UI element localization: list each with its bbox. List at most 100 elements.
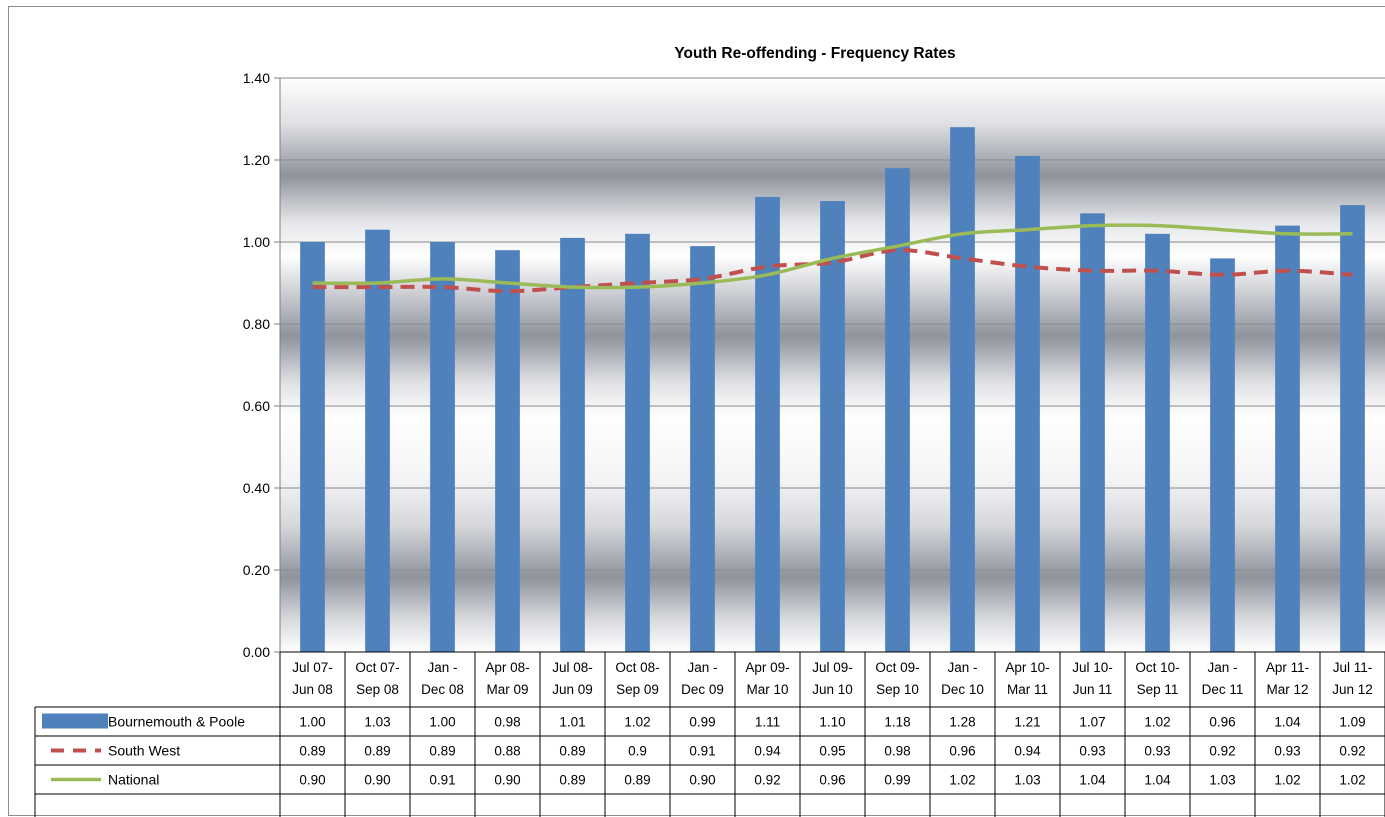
category-label: Dec 11 <box>1202 682 1244 697</box>
category-label: Sep 08 <box>356 682 399 697</box>
category-label: Dec 10 <box>941 682 984 697</box>
table-cell: 1.03 <box>364 715 390 730</box>
table-cell: 0.89 <box>429 744 455 759</box>
category-label: Jun 08 <box>292 682 333 697</box>
chart-title: Youth Re-offending - Frequency Rates <box>674 45 955 62</box>
table-cell: 1.04 <box>1144 773 1171 788</box>
category-label: Dec 08 <box>421 682 464 697</box>
bar <box>1210 258 1235 652</box>
table-cell: 1.11 <box>755 715 780 730</box>
bar <box>430 242 455 652</box>
category-label: Oct 07- <box>355 660 399 675</box>
table-cell: 0.93 <box>1144 744 1170 759</box>
table-cell: 0.9 <box>628 744 647 759</box>
bar <box>365 229 390 652</box>
legend-series-name: South West <box>108 743 180 759</box>
category-label: Oct 10- <box>1135 660 1179 675</box>
data-table: Jul 07- Jun 08 Oct 07- Sep 08 Jan - Dec 08 Apr… <box>34 651 1385 817</box>
category-label: Mar 10 <box>746 682 788 697</box>
table-cell: 1.02 <box>1274 773 1300 788</box>
table-cell: 0.92 <box>1339 744 1365 759</box>
bar <box>1015 155 1040 652</box>
y-tick-label: 1.00 <box>243 234 270 250</box>
category-label: Apr 09- <box>745 660 789 675</box>
bar <box>1080 213 1105 653</box>
table-cell: 0.95 <box>819 744 845 759</box>
table-cell: 1.01 <box>559 715 585 730</box>
table-cell: 1.02 <box>1144 715 1170 730</box>
table-cell: 1.07 <box>1079 715 1105 730</box>
table-cell: 0.93 <box>1274 744 1300 759</box>
legend-series-name: Bournemouth & Poole <box>108 714 245 730</box>
table-cell: 1.03 <box>1209 773 1235 788</box>
bar <box>950 127 975 652</box>
category-label: Jul 11- <box>1333 660 1373 675</box>
category-label: Oct 08- <box>615 660 659 675</box>
table-cell: 0.92 <box>754 773 780 788</box>
chart-frame: Youth Re-offending - Frequency Rates 0.0… <box>8 6 1385 817</box>
category-label: Apr 10- <box>1005 660 1049 675</box>
table-cell: 0.93 <box>1079 744 1105 759</box>
category-label: Jun 11 <box>1073 682 1113 697</box>
category-label: Jan - <box>687 660 717 675</box>
category-label: Dec 09 <box>681 682 724 697</box>
category-label: Mar 12 <box>1266 682 1308 697</box>
bar <box>625 233 650 653</box>
y-tick-label: 0.60 <box>243 398 270 414</box>
category-label: Jan - <box>427 660 457 675</box>
line-south-west <box>312 248 1353 294</box>
table-cell: 0.90 <box>299 773 325 788</box>
category-label: Jan - <box>947 660 977 675</box>
category-label: Sep 09 <box>616 682 659 697</box>
category-label: Apr 11- <box>1266 660 1309 675</box>
table-cell: 0.91 <box>689 744 715 759</box>
legend-key-bar <box>42 713 108 729</box>
table-cell: 0.98 <box>494 715 520 730</box>
table-cell: 0.99 <box>884 773 910 788</box>
bar <box>690 246 715 652</box>
table-cell: 0.90 <box>494 773 520 788</box>
plot-area: 0.00 0.20 0.40 0.60 0.80 1.00 1.20 1.40 <box>243 70 1385 660</box>
category-label: Jul 08- <box>552 660 593 675</box>
category-label: Jan - <box>1207 660 1237 675</box>
table-cell: 1.02 <box>624 715 650 730</box>
table-cell: 1.04 <box>1274 715 1301 730</box>
chart-svg: Youth Re-offending - Frequency Rates 0.0… <box>34 45 1385 817</box>
table-cell: 1.02 <box>949 773 975 788</box>
bar <box>495 250 520 652</box>
table-cell: 1.00 <box>299 715 325 730</box>
table-cell: 0.94 <box>1014 744 1041 759</box>
table-cell: 0.92 <box>1209 744 1235 759</box>
table-cell: 0.96 <box>819 773 845 788</box>
category-label: Oct 09- <box>875 660 919 675</box>
bar <box>1145 233 1170 653</box>
table-cell: 0.90 <box>689 773 715 788</box>
table-cell: 1.04 <box>1079 773 1106 788</box>
table-cell: 0.90 <box>364 773 390 788</box>
bar <box>300 242 325 652</box>
category-label: Jun 10 <box>812 682 853 697</box>
bar <box>560 237 585 652</box>
table-cell: 0.89 <box>624 773 650 788</box>
table-cell: 0.96 <box>949 744 975 759</box>
category-label: Jun 09 <box>552 682 593 697</box>
bar <box>820 201 845 652</box>
table-cell: 0.94 <box>754 744 781 759</box>
table-cell: 1.00 <box>429 715 455 730</box>
category-label: Jul 07- <box>292 660 333 675</box>
y-tick-label: 0.00 <box>243 644 270 660</box>
table-cell: 0.89 <box>299 744 325 759</box>
table-cell: 1.03 <box>1014 773 1040 788</box>
table-cell: 0.89 <box>559 773 585 788</box>
category-label: Sep 10 <box>876 682 919 697</box>
table-cell: 0.91 <box>429 773 455 788</box>
table-cell: 0.99 <box>689 715 715 730</box>
category-label: Jul 09- <box>812 660 853 675</box>
category-label: Apr 08- <box>485 660 529 675</box>
bar <box>1275 225 1300 652</box>
bar <box>885 168 910 652</box>
y-tick-label: 0.20 <box>243 562 270 578</box>
category-label: Sep 11 <box>1137 682 1179 697</box>
table-cell: 0.96 <box>1209 715 1235 730</box>
y-tick-label: 0.80 <box>243 316 270 332</box>
